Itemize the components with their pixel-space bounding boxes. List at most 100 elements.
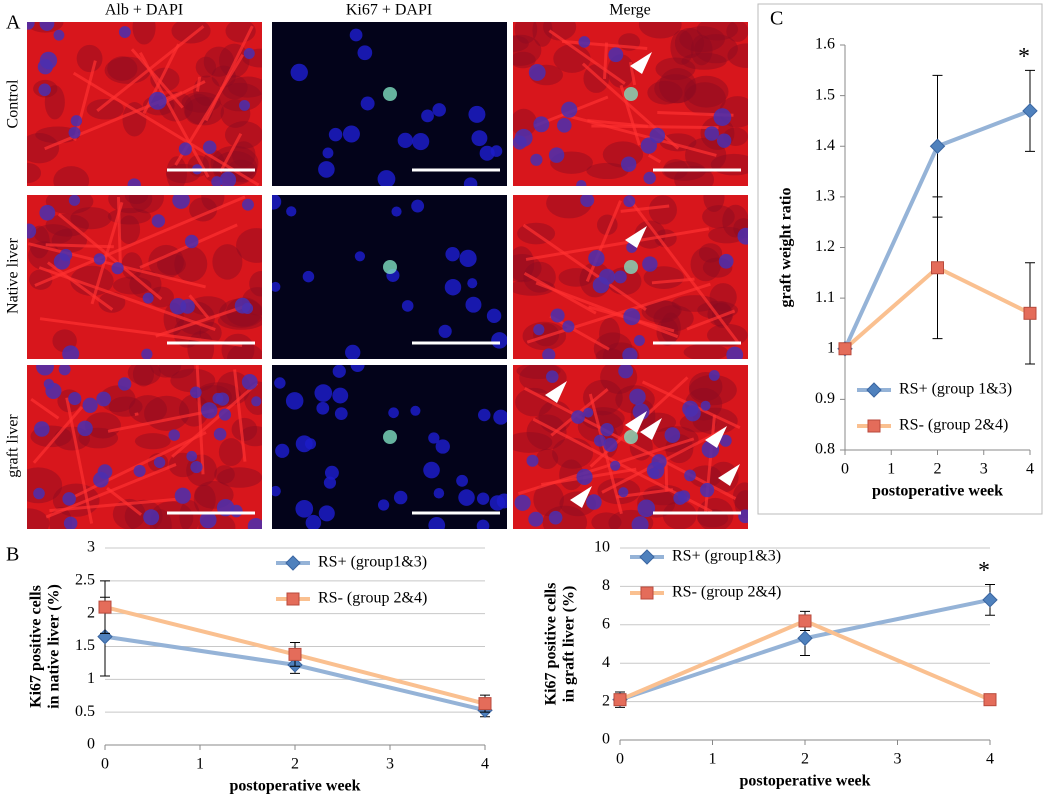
nucleus [493, 409, 507, 425]
nucleus [96, 391, 112, 407]
cytoplasm [638, 22, 682, 39]
cytoplasm [203, 46, 235, 77]
cytoplasm [690, 34, 713, 66]
membrane [522, 223, 647, 311]
nucleus [467, 278, 478, 289]
cytoplasm [526, 414, 567, 451]
x-tick-label: 1 [709, 751, 717, 768]
nucleus [323, 476, 337, 489]
nucleus [580, 195, 595, 208]
legend-label: RS- (group 2&4) [318, 590, 427, 607]
cytoplasm [128, 395, 168, 424]
cytoplasm [27, 162, 42, 184]
nucleus [142, 292, 154, 304]
cytoplasm [218, 438, 244, 467]
ki67-nucleus [624, 260, 638, 274]
y-tick-label: 6 [602, 615, 610, 632]
cytoplasm [217, 467, 262, 488]
cytoplasm [112, 276, 152, 295]
nucleus [27, 223, 37, 239]
membrane [535, 281, 679, 339]
cytoplasm [586, 162, 629, 180]
membrane [73, 60, 97, 141]
cytoplasm [53, 166, 90, 186]
cytoplasm [210, 145, 259, 181]
nucleus [295, 499, 314, 518]
nucleus [354, 251, 366, 262]
cytoplasm [76, 44, 103, 73]
cytoplasm [45, 195, 94, 215]
nucleus [275, 443, 290, 458]
legend-label: RS- (group 2&4) [899, 417, 1008, 434]
cytoplasm [727, 43, 748, 68]
cytoplasm [697, 497, 734, 529]
nucleus [548, 147, 565, 163]
y-tick-label: 0.5 [75, 703, 95, 720]
cytoplasm [670, 29, 694, 65]
cytoplasm [128, 195, 164, 214]
cytoplasm [132, 365, 154, 387]
nucleus [77, 420, 93, 437]
nucleus [304, 438, 317, 450]
x-tick-label: 2 [801, 751, 809, 768]
cytoplasm [249, 270, 262, 297]
y-tick-label: 1.2 [815, 238, 835, 255]
cytoplasm [513, 108, 537, 137]
panel-label: A [6, 12, 21, 34]
cytoplasm [150, 365, 182, 378]
marker [288, 647, 302, 661]
nucleus [168, 429, 180, 441]
cytoplasm [513, 34, 542, 66]
nucleus [68, 391, 82, 406]
nucleus [438, 324, 452, 338]
y-tick-label: 2 [602, 692, 610, 709]
nucleus [286, 206, 297, 217]
cytoplasm [214, 465, 235, 484]
membrane [65, 397, 94, 524]
cytoplasm [593, 332, 633, 359]
nucleus [36, 365, 54, 376]
legend-label: RS+ (group 1&3) [899, 381, 1012, 398]
membrane [34, 195, 246, 287]
marker [929, 138, 946, 154]
x-axis-label: postoperative week [739, 773, 870, 790]
x-axis-label: postoperative week [872, 483, 1003, 500]
cytoplasm [662, 500, 697, 529]
panel-label: C [770, 8, 783, 30]
nucleus [241, 302, 254, 314]
nucleus [357, 45, 373, 61]
nucleus [412, 133, 430, 151]
arrowhead [705, 426, 727, 448]
cytoplasm [217, 82, 262, 112]
membrane [233, 369, 247, 462]
cytoplasm [645, 300, 682, 320]
cytoplasm [688, 374, 737, 406]
nucleus [332, 387, 349, 404]
nucleus [576, 180, 587, 186]
cytoplasm [732, 482, 748, 512]
ki67-nucleus [624, 87, 638, 101]
nucleus [324, 465, 339, 480]
y-axis-label: graft weight ratio [778, 188, 795, 308]
nucleus [332, 365, 346, 378]
nucleus [290, 63, 308, 82]
cytoplasm [535, 448, 559, 469]
nucleus [629, 388, 646, 406]
chart-frame [757, 3, 1043, 515]
y-tick-label: 1.5 [815, 86, 835, 103]
legend-marker [639, 549, 655, 565]
legend-label: RS+ (group1&3) [318, 554, 427, 571]
row-label: Control [5, 79, 22, 128]
y-tick-label: 0.9 [815, 390, 835, 407]
marker [931, 261, 944, 275]
cytoplasm [683, 82, 726, 115]
nucleus [202, 140, 217, 155]
cytoplasm [595, 348, 624, 359]
nucleus [423, 461, 440, 479]
nucleus [546, 370, 559, 383]
nucleus [318, 161, 335, 178]
nucleus [433, 487, 445, 499]
nucleus [432, 103, 446, 117]
membrane [72, 71, 260, 186]
